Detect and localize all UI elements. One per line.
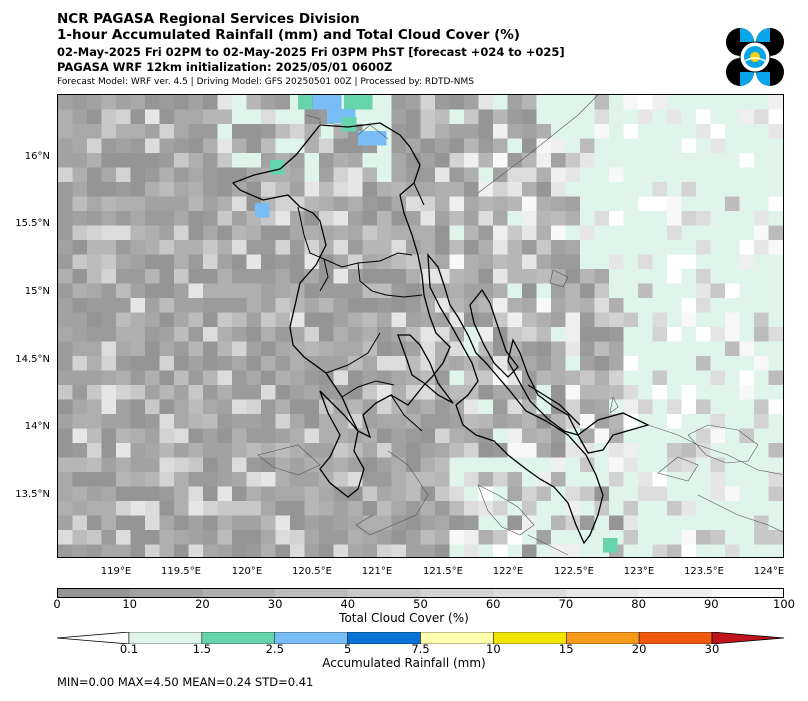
rainfall-tick-label: 15 [558, 642, 574, 656]
rainfall-swatch-min [57, 632, 130, 644]
lat-label: 16°N [24, 151, 50, 162]
lon-label: 122°E [492, 566, 524, 577]
title-initialization: PAGASA WRF 12km initialization: 2025/05/… [57, 60, 393, 74]
cloud-cover-tick-label: 10 [122, 597, 138, 611]
lon-label: 122.5°E [554, 566, 594, 577]
rainfall-colorbar [57, 632, 784, 644]
rainfall-tick-label: 1.5 [192, 642, 212, 656]
rainfall-tick-label: 2.5 [265, 642, 284, 656]
lat-label: 14°N [24, 421, 50, 432]
rainfall-tick-label: 5 [343, 642, 352, 656]
rainfall-tick-label: 20 [631, 642, 647, 656]
title-valid-time: 02-May-2025 Fri 02PM to 02-May-2025 Fri … [57, 45, 565, 59]
rainfall-swatch [201, 632, 275, 644]
cloud-cover-swatch [420, 588, 494, 598]
colorbar-frame [57, 588, 784, 598]
title-model-info: Forecast Model: WRF ver. 4.5 | Driving M… [57, 77, 474, 87]
lon-label: 121.5°E [423, 566, 463, 577]
lon-label: 121°E [361, 566, 393, 577]
cloud-cover-tick-label: 90 [703, 597, 719, 611]
forecast-map [57, 94, 784, 558]
cloud-cover-swatch [493, 588, 567, 598]
rainfall-swatch [566, 632, 640, 644]
title-office: NCR PAGASA Regional Services Division [57, 11, 360, 27]
statistics-summary: MIN=0.00 MAX=4.50 MEAN=0.24 STD=0.41 [57, 675, 314, 689]
cloud-cover-swatch [711, 588, 784, 598]
cloud-cover-swatch [565, 588, 640, 598]
lon-label: 123.5°E [684, 566, 724, 577]
cloud-cover-title: Total Cloud Cover (%) [339, 611, 469, 625]
cloud-cover-colorbar [57, 588, 784, 598]
rainfall-title: Accumulated Rainfall (mm) [322, 656, 486, 670]
cloud-cover-swatch [347, 588, 421, 598]
rainfall-tick-label: 7.5 [411, 642, 430, 656]
cloud-cover-tick-label: 80 [631, 597, 646, 611]
rainfall-swatch [638, 632, 713, 644]
coastlines [231, 95, 783, 556]
lat-label: 15°N [24, 286, 50, 297]
rainfall-swatch [420, 632, 494, 644]
rainfall-swatch [493, 632, 567, 644]
rainfall-swatch [274, 632, 348, 644]
cloud-cover-swatch [638, 588, 712, 598]
lon-label: 123°E [623, 566, 655, 577]
rainfall-swatch-max [711, 632, 784, 644]
cloud-cover-tick-label: 0 [53, 597, 61, 611]
cloud-cover-tick-label: 20 [195, 597, 210, 611]
pagasa-seal-icon [726, 28, 784, 86]
cloud-cover-tick-label: 50 [413, 597, 428, 611]
rainfall-tick-label: 0.1 [119, 642, 139, 656]
lon-label: 119.5°E [161, 566, 201, 577]
cloud-cover-swatch [275, 588, 349, 598]
lon-label: 119°E [100, 566, 132, 577]
lat-label: 15.5°N [15, 218, 50, 229]
lat-label: 14.5°N [15, 354, 50, 365]
cloud-cover-tick-label: 60 [485, 597, 501, 611]
cloud-cover-swatch [129, 588, 203, 598]
cloud-cover-swatch [57, 588, 131, 598]
rainfall-swatch [128, 632, 203, 644]
lat-label: 13.5°N [15, 489, 50, 500]
rainfall-tick-label: 10 [486, 642, 501, 656]
rainfall-swatch [347, 632, 421, 644]
rainfall-tick-label: 30 [704, 642, 720, 656]
cloud-cover-tick-label: 30 [267, 597, 283, 611]
lon-label: 120°E [231, 566, 263, 577]
cloud-cover-tick-label: 100 [773, 597, 795, 611]
title-product: 1-hour Accumulated Rainfall (mm) and Tot… [57, 27, 520, 43]
cloud-cover-tick-label: 70 [558, 597, 574, 611]
cloud-cover-tick-label: 40 [340, 597, 356, 611]
lon-label: 120.5°E [292, 566, 332, 577]
cloud-cover-swatch [202, 588, 276, 598]
lon-label: 124°E [753, 566, 785, 577]
